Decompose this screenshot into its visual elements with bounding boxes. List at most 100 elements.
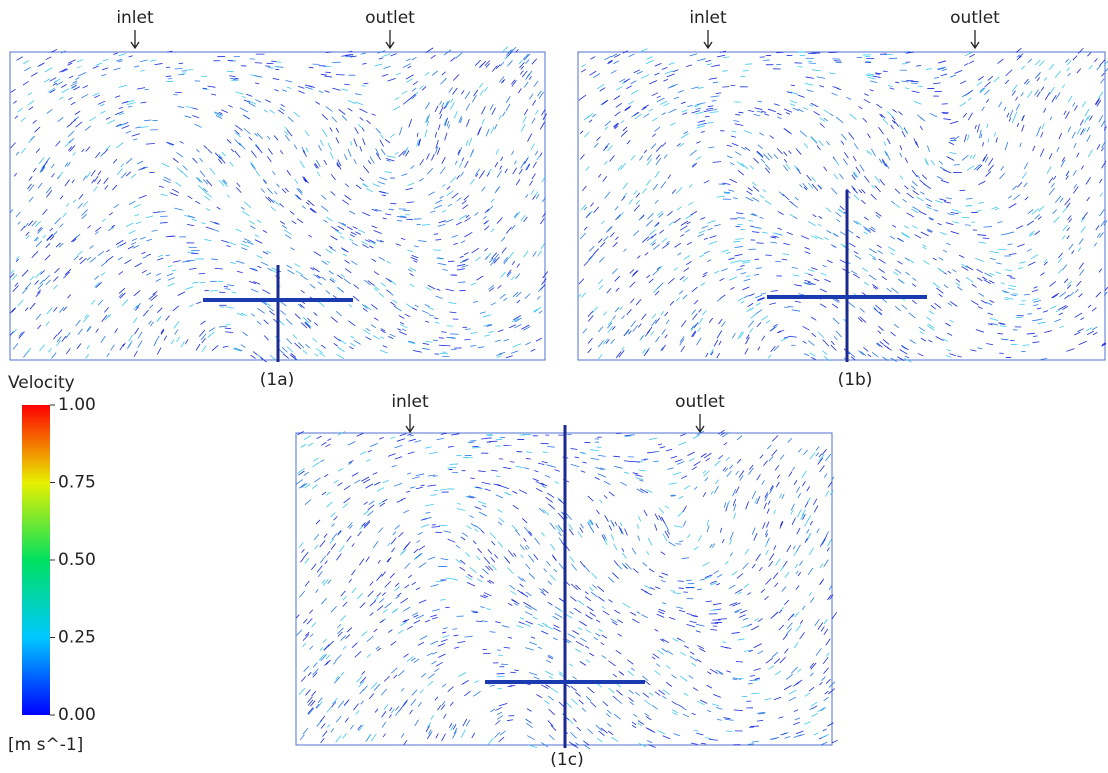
velocity-vector bbox=[521, 161, 525, 168]
velocity-vector bbox=[584, 116, 589, 121]
velocity-vector bbox=[947, 333, 952, 335]
velocity-vector bbox=[282, 347, 287, 352]
velocity-vector bbox=[56, 141, 61, 146]
velocity-vector bbox=[729, 258, 735, 260]
velocity-vector bbox=[898, 111, 902, 114]
velocity-vector bbox=[21, 117, 26, 121]
velocity-vector bbox=[432, 652, 437, 654]
velocity-vector bbox=[472, 733, 475, 738]
velocity-vector bbox=[923, 247, 927, 249]
velocity-vector bbox=[308, 672, 311, 675]
velocity-vector bbox=[46, 157, 50, 162]
velocity-vector bbox=[466, 215, 469, 217]
velocity-vector bbox=[907, 213, 914, 217]
velocity-vector bbox=[96, 63, 102, 65]
velocity-vector bbox=[601, 643, 604, 645]
velocity-vector bbox=[555, 481, 559, 483]
velocity-vector bbox=[803, 107, 808, 109]
velocity-vector bbox=[797, 528, 800, 534]
velocity-vector bbox=[536, 488, 542, 491]
velocity-vector bbox=[591, 458, 599, 460]
velocity-vector bbox=[827, 595, 831, 600]
velocity-vector bbox=[538, 647, 542, 649]
velocity-vector bbox=[482, 119, 484, 124]
velocity-vector bbox=[359, 109, 367, 113]
velocity-vector bbox=[761, 316, 767, 321]
velocity-vector bbox=[615, 522, 617, 526]
velocity-vector bbox=[397, 439, 405, 442]
velocity-vector bbox=[1079, 263, 1083, 269]
velocity-vector bbox=[55, 268, 60, 273]
velocity-vector bbox=[479, 173, 483, 179]
arrow bbox=[406, 414, 414, 432]
velocity-vector bbox=[484, 226, 489, 230]
velocity-vector bbox=[350, 235, 354, 237]
velocity-vector bbox=[521, 325, 529, 329]
velocity-vector bbox=[777, 117, 781, 119]
velocity-vector bbox=[621, 482, 627, 485]
velocity-vector bbox=[677, 462, 684, 465]
velocity-vector bbox=[1074, 143, 1076, 148]
velocity-vector bbox=[344, 486, 350, 490]
velocity-vector bbox=[1009, 254, 1016, 255]
velocity-vector bbox=[928, 324, 934, 328]
velocity-vector bbox=[372, 114, 376, 115]
velocity-vector bbox=[500, 731, 505, 735]
velocity-vector bbox=[1033, 146, 1035, 151]
velocity-vector bbox=[412, 255, 419, 258]
velocity-vector bbox=[587, 113, 593, 118]
velocity-vector bbox=[943, 250, 947, 252]
velocity-vector bbox=[822, 449, 827, 454]
velocity-vector bbox=[826, 531, 829, 535]
velocity-vector bbox=[33, 168, 36, 172]
velocity-vector bbox=[882, 159, 886, 167]
velocity-vector bbox=[573, 718, 576, 721]
velocity-vector bbox=[601, 100, 608, 105]
velocity-vector bbox=[278, 110, 284, 114]
velocity-vector bbox=[900, 176, 903, 180]
velocity-vector bbox=[15, 116, 18, 119]
velocity-vector bbox=[431, 715, 434, 719]
velocity-vector bbox=[80, 258, 86, 264]
velocity-vector bbox=[658, 650, 664, 654]
velocity-vector bbox=[106, 117, 110, 119]
velocity-vector bbox=[308, 443, 313, 446]
velocity-vector bbox=[978, 202, 983, 203]
velocity-vector bbox=[758, 145, 763, 149]
velocity-vector bbox=[836, 212, 842, 216]
velocity-vector bbox=[747, 592, 750, 594]
velocity-vector bbox=[413, 350, 422, 352]
velocity-vector bbox=[38, 183, 42, 188]
velocity-vector bbox=[808, 269, 814, 271]
vector-fields bbox=[10, 47, 1108, 750]
velocity-vector bbox=[321, 195, 326, 199]
velocity-vector bbox=[819, 216, 822, 218]
velocity-vector bbox=[21, 148, 26, 153]
velocity-vector bbox=[891, 125, 894, 129]
velocity-vector bbox=[655, 336, 659, 342]
velocity-vector bbox=[696, 141, 700, 143]
velocity-vector bbox=[569, 529, 573, 535]
velocity-vector bbox=[627, 140, 630, 144]
velocity-vector bbox=[506, 227, 511, 233]
velocity-vector bbox=[404, 700, 408, 705]
velocity-vector bbox=[533, 251, 537, 256]
velocity-vector bbox=[129, 56, 133, 57]
velocity-vector bbox=[280, 221, 284, 224]
velocity-vector bbox=[308, 708, 313, 714]
velocity-vector bbox=[710, 610, 718, 611]
velocity-vector bbox=[28, 101, 34, 106]
velocity-vector bbox=[421, 525, 429, 528]
velocity-vector bbox=[710, 544, 713, 548]
velocity-vector bbox=[314, 458, 319, 461]
velocity-vector bbox=[441, 640, 447, 642]
velocity-vector bbox=[872, 185, 875, 188]
velocity-vector bbox=[968, 98, 971, 101]
inlet-label: inlet bbox=[391, 392, 429, 412]
velocity-vector bbox=[29, 107, 33, 110]
velocity-vector bbox=[1017, 123, 1018, 127]
velocity-vector bbox=[304, 436, 310, 440]
velocity-vector bbox=[602, 655, 606, 658]
velocity-vector bbox=[319, 91, 323, 93]
velocity-vector bbox=[642, 349, 645, 353]
